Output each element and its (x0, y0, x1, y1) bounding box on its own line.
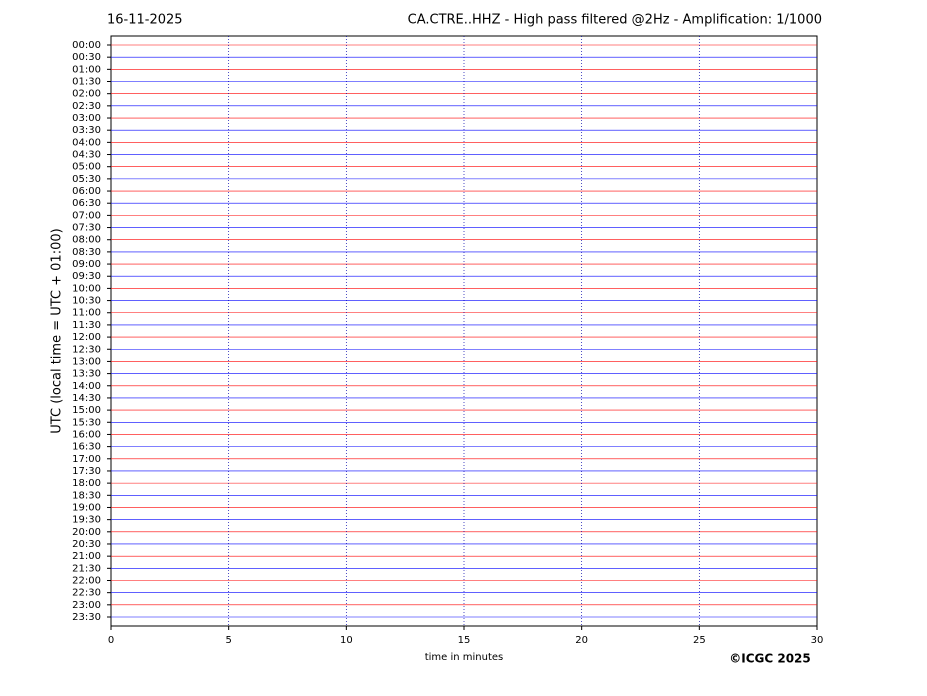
y-tick-label: 15:00 (72, 405, 101, 416)
y-tick-label: 13:30 (72, 369, 101, 380)
y-tick-label: 10:00 (72, 283, 101, 294)
y-tick-label: 10:30 (72, 296, 101, 307)
y-tick-label: 04:30 (72, 150, 101, 161)
chart-title: CA.CTRE..HHZ - High pass filtered @2Hz -… (408, 13, 822, 28)
y-tick-label: 21:30 (72, 563, 101, 574)
y-tick-label: 16:00 (72, 429, 101, 440)
y-tick-label: 20:30 (72, 539, 101, 550)
y-tick-label: 02:00 (72, 89, 101, 100)
y-tick-label: 17:30 (72, 466, 101, 477)
x-tick-label: 10 (340, 635, 353, 646)
y-tick-label: 21:00 (72, 551, 101, 562)
y-tick-label: 18:00 (72, 478, 101, 489)
y-tick-label: 14:30 (72, 393, 101, 404)
y-tick-label: 20:00 (72, 527, 101, 538)
y-tick-label: 06:30 (72, 198, 101, 209)
y-tick-label: 01:00 (72, 64, 101, 75)
y-tick-label: 16:30 (72, 442, 101, 453)
y-tick-label: 02:30 (72, 101, 101, 112)
x-tick-label: 25 (693, 635, 706, 646)
y-tick-label: 00:00 (72, 40, 101, 51)
y-tick-label: 04:00 (72, 137, 101, 148)
y-tick-label: 07:00 (72, 210, 101, 221)
y-tick-label: 12:00 (72, 332, 101, 343)
y-tick-label: 08:30 (72, 247, 101, 258)
y-tick-label: 22:00 (72, 575, 101, 586)
x-tick-label: 15 (458, 635, 471, 646)
y-tick-label: 17:00 (72, 454, 101, 465)
y-axis-label: UTC (local time = UTC + 01:00) (50, 228, 65, 433)
y-tick-label: 01:30 (72, 77, 101, 88)
x-tick-label: 0 (108, 635, 114, 646)
y-tick-label: 08:00 (72, 235, 101, 246)
date: 16-11-2025 (107, 13, 183, 28)
y-tick-label: 03:30 (72, 125, 101, 136)
y-tick-label: 03:00 (72, 113, 101, 124)
y-tick-label: 22:30 (72, 588, 101, 599)
y-tick-label: 18:30 (72, 490, 101, 501)
y-tick-label: 05:30 (72, 174, 101, 185)
y-tick-label: 14:00 (72, 381, 101, 392)
y-tick-label: 13:00 (72, 356, 101, 367)
x-tick-label: 5 (225, 635, 231, 646)
x-tick-label: 20 (575, 635, 588, 646)
y-tick-label: 19:30 (72, 515, 101, 526)
x-tick-label: 30 (811, 635, 824, 646)
y-tick-label: 12:30 (72, 344, 101, 355)
y-tick-label: 19:00 (72, 502, 101, 513)
y-tick-label: 07:30 (72, 223, 101, 234)
y-tick-label: 23:30 (72, 612, 101, 623)
copyright: ©ICGC 2025 (729, 652, 811, 666)
y-tick-label: 15:30 (72, 417, 101, 428)
y-tick-label: 06:00 (72, 186, 101, 197)
y-tick-label: 23:00 (72, 600, 101, 611)
y-tick-label: 05:00 (72, 162, 101, 173)
y-tick-label: 11:00 (72, 308, 101, 319)
y-tick-label: 11:30 (72, 320, 101, 331)
y-tick-label: 00:30 (72, 52, 101, 63)
x-axis-label: time in minutes (425, 652, 504, 663)
y-tick-label: 09:00 (72, 259, 101, 270)
y-tick-label: 09:30 (72, 271, 101, 282)
